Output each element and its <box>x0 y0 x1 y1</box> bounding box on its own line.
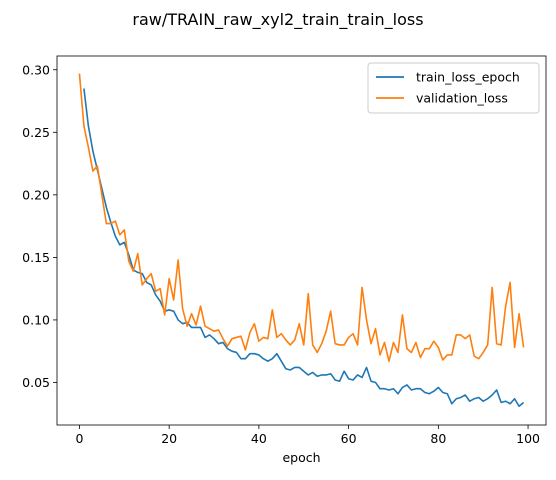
x-axis-label: epoch <box>282 450 320 465</box>
x-tick-label: 20 <box>161 431 177 446</box>
x-tick-label: 40 <box>251 431 267 446</box>
axes-frame <box>56 55 547 426</box>
x-axis: 0 20 40 60 80 100 <box>75 425 540 446</box>
y-axis: 0.05 0.10 0.15 0.20 0.25 0.30 <box>22 62 57 390</box>
x-tick-label: 0 <box>75 431 83 446</box>
y-tick-label: 0.10 <box>22 312 50 327</box>
y-tick-label: 0.15 <box>22 250 50 265</box>
y-tick-label: 0.05 <box>22 375 50 390</box>
x-tick-label: 60 <box>341 431 357 446</box>
y-tick-label: 0.30 <box>22 62 50 77</box>
legend-label: train_loss_epoch <box>416 70 520 85</box>
legend-label: validation_loss <box>416 91 508 106</box>
y-tick-label: 0.25 <box>22 125 50 140</box>
series-line-validation-loss <box>78 73 525 363</box>
y-tick-label: 0.20 <box>22 187 50 202</box>
legend-box <box>367 62 540 114</box>
series-layer <box>78 73 525 408</box>
x-tick-label: 80 <box>430 431 446 446</box>
series-line-train-loss-epoch <box>83 88 525 408</box>
x-tick-label: 100 <box>516 431 540 446</box>
legend: train_loss_epoch validation_loss <box>367 62 540 114</box>
chart-title: raw/TRAIN_raw_xyl2_train_train_loss <box>132 10 423 30</box>
